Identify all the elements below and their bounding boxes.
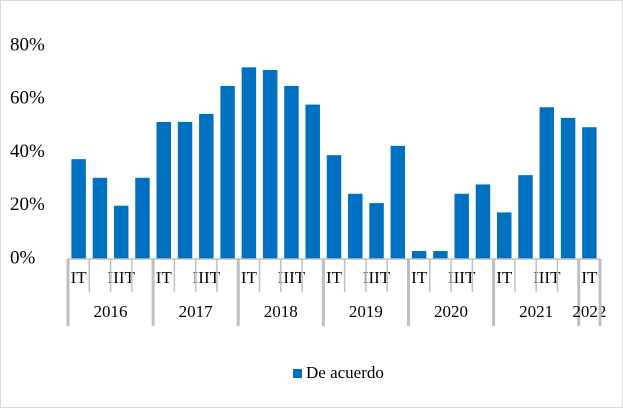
x-tick-label: IIIT	[193, 268, 221, 287]
x-tick-label: IT	[326, 268, 343, 287]
bar	[156, 121, 171, 259]
y-tick-label: 20%	[10, 194, 45, 215]
bar	[71, 159, 86, 259]
bar	[433, 251, 448, 259]
bar	[539, 107, 555, 259]
bar	[177, 121, 193, 259]
x-tick-label: IT	[496, 268, 513, 287]
bar	[262, 69, 278, 260]
bar	[582, 127, 597, 259]
bar	[497, 212, 512, 259]
x-group-label: 2016	[94, 302, 128, 321]
bar	[199, 113, 214, 259]
x-tick-label: IT	[156, 268, 173, 287]
x-tick-label: IIIT	[108, 268, 136, 287]
x-tick-label: IT	[411, 268, 428, 287]
bar	[560, 117, 576, 259]
bar	[348, 193, 363, 259]
bar	[305, 104, 320, 259]
x-tick-label: IIIT	[448, 268, 476, 287]
bar	[454, 193, 469, 259]
y-tick-label: 0%	[10, 247, 36, 268]
bar	[113, 205, 129, 259]
x-group-label: 2017	[179, 302, 214, 321]
y-tick-label: 40%	[10, 141, 45, 162]
x-group-label: 2019	[349, 302, 383, 321]
x-tick-label: IIIT	[363, 268, 391, 287]
bar	[518, 175, 533, 259]
bar	[92, 177, 108, 259]
x-tick-label: IIIT	[533, 268, 561, 287]
bar	[390, 145, 406, 259]
y-tick-label: 60%	[10, 88, 45, 109]
bar	[411, 251, 427, 259]
bar	[475, 184, 491, 259]
x-group-label: 2022	[572, 302, 606, 321]
bar	[369, 203, 384, 259]
y-tick-label: 80%	[10, 34, 45, 55]
bar	[284, 85, 299, 259]
x-group-label: 2018	[264, 302, 298, 321]
bar	[220, 85, 235, 259]
x-group-label: 2020	[434, 302, 468, 321]
legend-label: De acuerdo	[306, 363, 384, 382]
x-tick-label: IIIT	[278, 268, 306, 287]
x-tick-label: IT	[71, 268, 88, 287]
bar	[135, 177, 150, 259]
x-tick-label: IT	[581, 268, 598, 287]
x-group-label: 2021	[519, 302, 553, 321]
bar	[326, 155, 342, 259]
bar	[241, 67, 257, 259]
legend-swatch	[293, 369, 302, 378]
x-tick-label: IT	[241, 268, 258, 287]
